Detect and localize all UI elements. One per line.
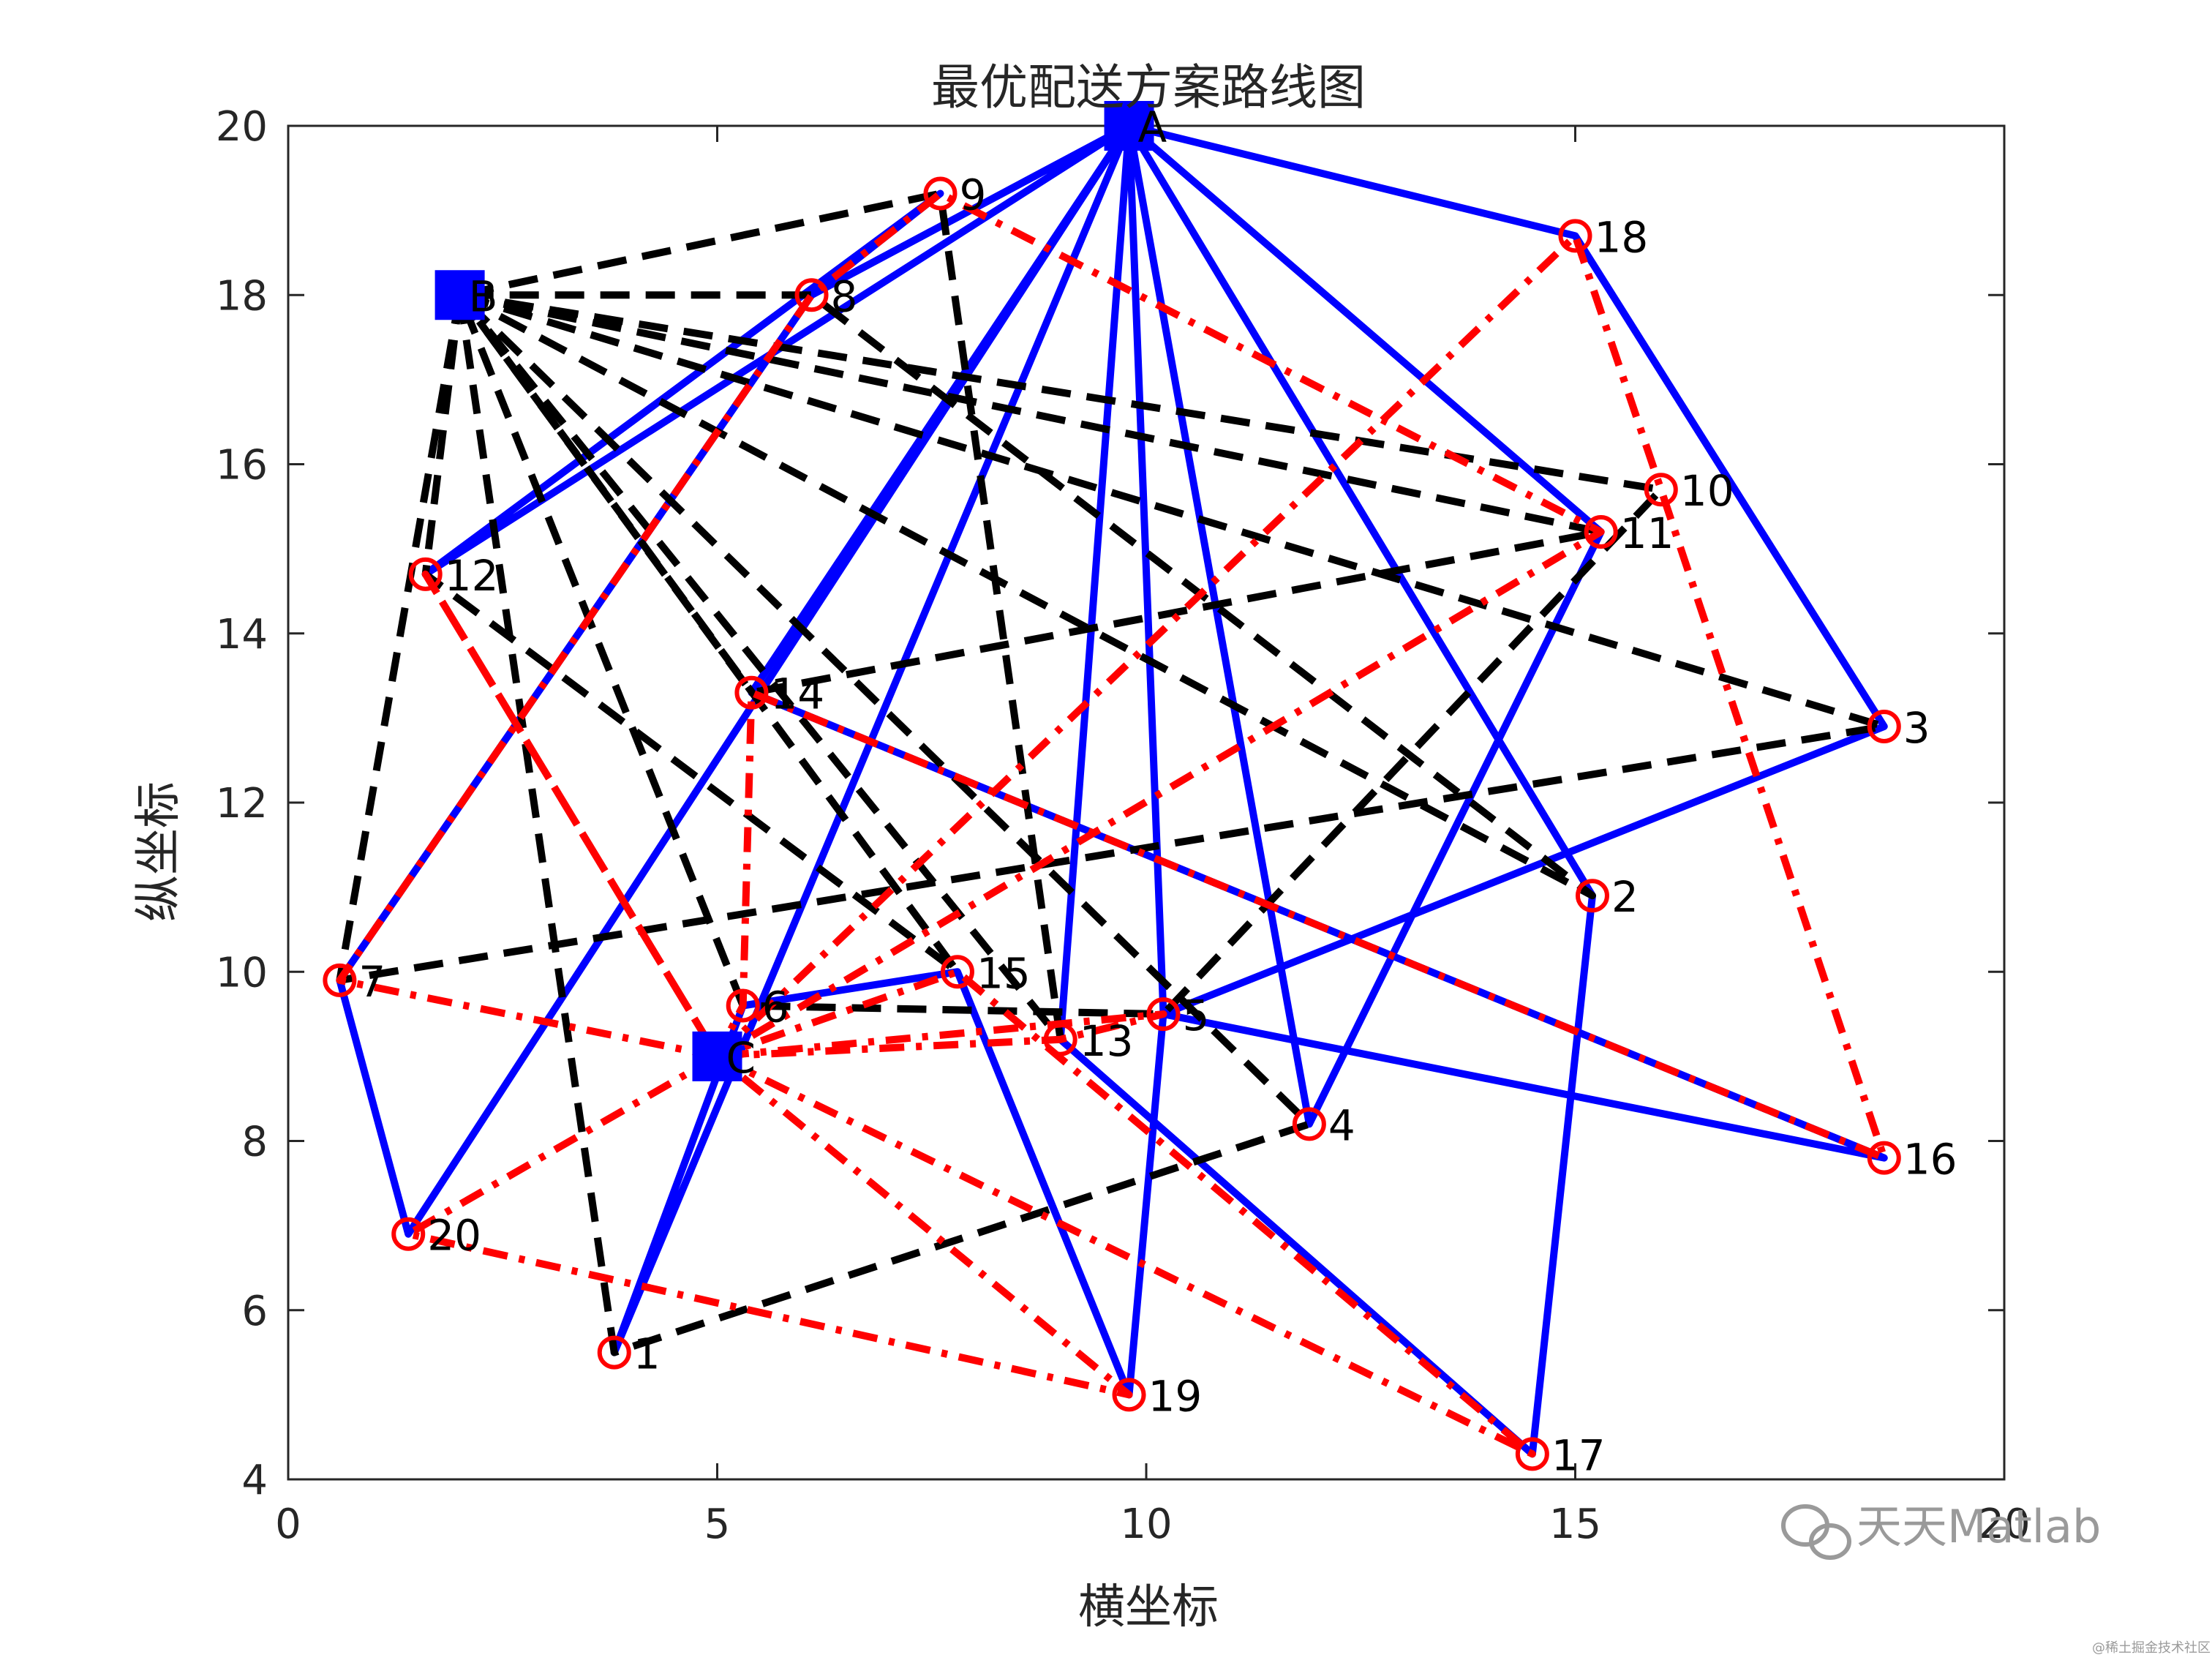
customer-label-12: 12 [445,551,499,601]
customer-marker-11 [1584,515,1618,549]
route-dashdot-C-13-5-C [717,1010,1167,1060]
customer-label-20: 20 [427,1211,481,1261]
customer-label-3: 3 [1903,703,1930,753]
customer-marker-3 [1867,709,1901,743]
y-tick-label: 10 [216,949,268,996]
customer-marker-1 [597,1335,631,1370]
depot-label-A: A [1138,102,1167,152]
y-tick-label: 8 [241,1119,268,1166]
y-tick-label: 12 [216,780,268,827]
customer-label-7: 7 [358,957,385,1007]
x-tick-label: 15 [1549,1501,1601,1548]
customer-marker-8 [794,278,829,312]
customer-label-16: 16 [1903,1135,1957,1185]
depot-label-C: C [726,1033,756,1083]
watermark-small-text: @稀土掘金技术社区 [2092,1640,2211,1656]
customer-label-6: 6 [762,983,789,1032]
customer-label-17: 17 [1551,1430,1606,1480]
customer-label-18: 18 [1595,212,1649,262]
route-solid-A-4-11-A [1125,123,1605,1128]
customer-label-1: 1 [633,1329,661,1379]
x-axis-title: 横坐标 [1078,1580,1219,1634]
routes-layer [336,122,1888,1458]
y-tick-label: 14 [216,611,268,658]
customer-marker-5 [1146,997,1181,1032]
y-tick-label: 6 [241,1288,268,1335]
route-dashed-B-13-9-B [456,189,1064,1043]
customer-marker-14 [734,675,769,710]
customer-marker-13 [1043,1022,1077,1056]
customer-marker-10 [1644,473,1678,507]
customer-marker-20 [391,1217,426,1251]
x-tick-label: 10 [1120,1501,1172,1548]
route-dashdot-C-7-8-9-11-C [336,189,1605,1060]
route-dashdot-C-18-10-16-14-6-C [714,232,1888,1162]
customer-marker-7 [323,963,357,997]
x-tick-label: 0 [275,1501,301,1548]
customer-marker-2 [1575,879,1609,913]
route-dashdot-C-17-15-C [715,968,1536,1458]
customer-label-9: 9 [959,170,986,220]
route-dashdot-C-20-19-C [405,1053,1133,1399]
customer-label-4: 4 [1328,1100,1355,1150]
y-tick-label: 20 [216,103,268,151]
watermark-text: 天天Matlab [1856,1500,2101,1553]
customer-marker-16 [1867,1141,1901,1175]
customer-marker-6 [726,988,760,1023]
customer-marker-9 [923,176,958,211]
watermark: 天天Matlab @稀土掘金技术社区 [1781,1500,2211,1656]
customer-marker-15 [940,955,974,989]
customer-label-8: 8 [831,271,858,321]
y-tick-label: 18 [216,272,268,320]
chart-title: 最优配送方案路线图 [931,59,1366,116]
points-layer [323,101,1901,1471]
customer-label-11: 11 [1620,508,1674,558]
wechat-icon [1781,1504,1851,1560]
y-axis-title: 纵坐标 [132,781,186,922]
customer-label-5: 5 [1182,991,1209,1040]
customer-marker-17 [1515,1437,1549,1471]
route-dashed-B-14-11-B [456,291,1605,697]
customer-label-13: 13 [1080,1016,1134,1066]
x-tick-label: 20 [1978,1501,2030,1548]
customer-label-19: 19 [1148,1371,1203,1421]
depot-marker-C [692,1031,742,1081]
customer-label-10: 10 [1680,466,1734,516]
route-dashed-B-7-3-B [336,291,1888,984]
customer-label-15: 15 [977,948,1031,998]
depot-label-B: B [469,271,498,321]
customer-label-2: 2 [1611,872,1639,922]
customer-marker-12 [408,557,443,591]
depot-marker-A [1104,101,1154,151]
customer-marker-4 [1292,1107,1326,1141]
route-dashdot-C-12-C [421,570,721,1059]
route-dashed-B-1-4-B [456,292,1313,1356]
y-tick-label: 16 [216,442,268,489]
customer-marker-18 [1558,219,1592,253]
customer-marker-19 [1112,1378,1146,1412]
depot-marker-B [434,270,485,320]
x-tick-label: 5 [704,1501,731,1548]
customer-label-14: 14 [770,669,824,719]
y-tick-label: 4 [241,1457,268,1504]
